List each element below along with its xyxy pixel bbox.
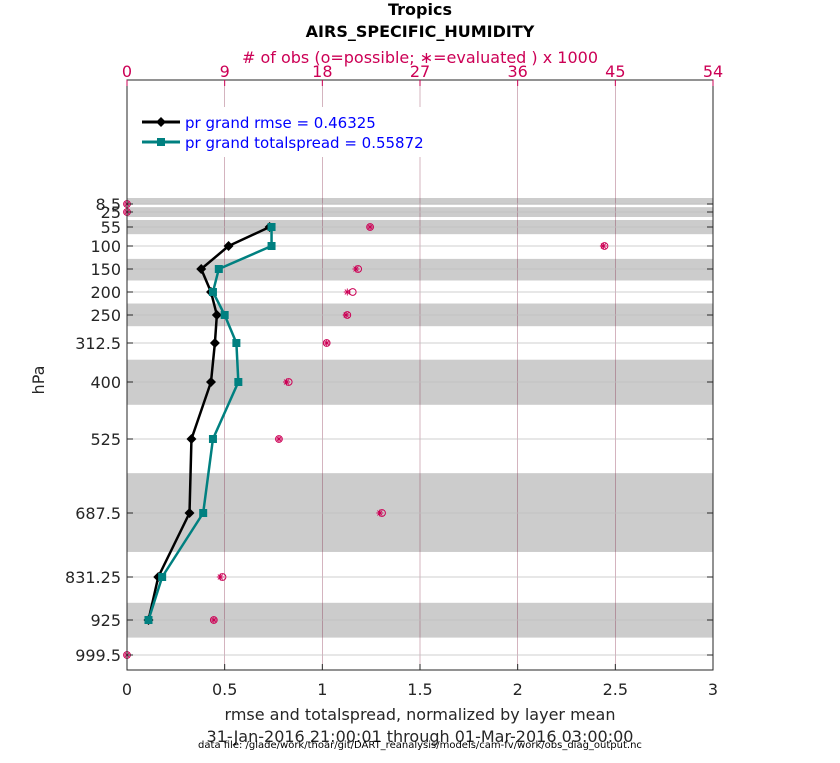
legend-box (134, 107, 468, 157)
spread-point (208, 288, 217, 296)
y-tick-label: 55 (101, 218, 121, 237)
legend-marker-rmse (156, 117, 166, 127)
spread-point (267, 223, 276, 231)
y-axis-label: hPa (29, 366, 48, 395)
spread-point (232, 339, 241, 347)
y-tick-label: 925 (90, 611, 121, 630)
y-tick-label: 25 (101, 203, 121, 222)
top-tick-label: 54 (703, 62, 723, 81)
y-tick-label: 100 (90, 237, 121, 256)
x-tick-label: 1.5 (407, 680, 432, 699)
series-line-0 (147, 225, 271, 621)
y-tick-label: 687.5 (75, 504, 121, 523)
x-tick-label: 2.5 (603, 680, 628, 699)
y-tick-label: 150 (90, 260, 121, 279)
obs-evaluated-marker (275, 435, 283, 443)
obs-evaluated-marker (343, 288, 351, 296)
legend-label-rmse: pr grand rmse = 0.46325 (185, 114, 376, 132)
rmse-point (184, 508, 195, 518)
spread-point (267, 242, 276, 250)
top-tick-label: 18 (312, 62, 332, 81)
legend-marker-spread (157, 138, 165, 146)
top-tick-label: 27 (410, 62, 430, 81)
obs-evaluated-marker (376, 509, 384, 517)
x-tick-label: 3 (708, 680, 718, 699)
y-tick-label: 400 (90, 373, 121, 392)
x-axis-label-dates: 31-Jan-2016 21:00:01 through 01-Mar-2016… (207, 727, 634, 746)
rmse-point (223, 241, 234, 251)
y-tick-label: 200 (90, 283, 121, 302)
top-tick-label: 36 (507, 62, 527, 81)
x-tick-label: 2 (513, 680, 523, 699)
obs-evaluated-marker (599, 242, 607, 250)
x-tick-label: 0 (122, 680, 132, 699)
legend-label-spread: pr grand totalspread = 0.55872 (185, 134, 424, 152)
spread-point (158, 573, 167, 581)
rmse-point (211, 310, 222, 320)
top-tick-label: 0 (122, 62, 132, 81)
spread-point (208, 435, 217, 443)
footnote: data file: /glade/work/thoar/git/DART_re… (198, 740, 642, 751)
rmse-point (186, 434, 197, 444)
y-tick-label: 250 (90, 306, 121, 325)
x-tick-label: 1 (317, 680, 327, 699)
y-tick-label: 8.5 (96, 195, 121, 214)
spread-point (220, 311, 229, 319)
rmse-point (209, 338, 220, 348)
spread-point (199, 509, 208, 517)
chart-title: Tropics (388, 0, 452, 19)
obs-evaluated-marker (323, 339, 331, 347)
top-axis-label: # of obs (o=possible; ∗=evaluated ) x 10… (242, 48, 598, 67)
rmse-point (205, 377, 216, 387)
obs-evaluated-marker (216, 573, 224, 581)
obs-evaluated-marker (283, 378, 291, 386)
legend: pr grand rmse = 0.46325 pr grand totalsp… (134, 107, 468, 157)
obs-evaluated-marker (342, 311, 350, 319)
y-tick-label: 312.5 (75, 334, 121, 353)
top-tick-label: 45 (605, 62, 625, 81)
y-tick-label: 999.5 (75, 646, 121, 665)
spread-point (214, 265, 223, 273)
x-axis-label: rmse and totalspread, normalized by laye… (225, 705, 616, 724)
rmse-point (196, 264, 207, 274)
y-tick-label: 525 (90, 430, 121, 449)
y-tick-label: 831.25 (65, 568, 121, 587)
obs-evaluated-marker (210, 616, 218, 624)
obs-evaluated-marker (366, 223, 374, 231)
series-lines (143, 222, 276, 625)
spread-point (234, 378, 243, 386)
top-tick-label: 9 (220, 62, 230, 81)
chart-subtitle: AIRS_SPECIFIC_HUMIDITY (306, 22, 535, 41)
obs-evaluated-marker (352, 265, 360, 273)
spread-point (144, 616, 153, 624)
x-tick-label: 0.5 (212, 680, 237, 699)
